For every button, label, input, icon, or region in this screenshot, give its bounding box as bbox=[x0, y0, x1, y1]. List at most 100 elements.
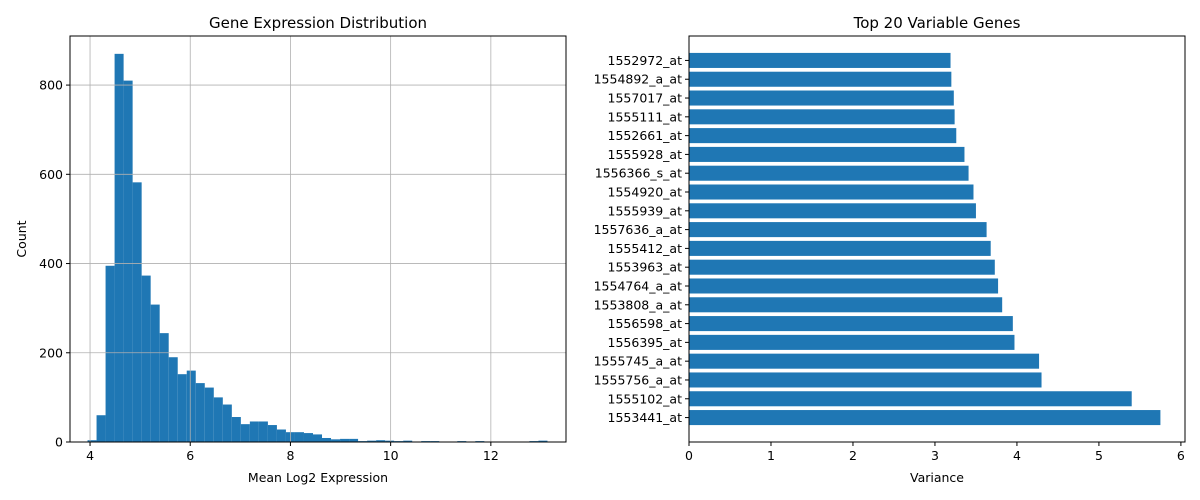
variance-bar bbox=[689, 391, 1132, 407]
variance-x-axis-label: Variance bbox=[910, 470, 964, 485]
histogram-y-axis-label: Count bbox=[14, 220, 29, 257]
gene-label: 1552972_at bbox=[608, 53, 683, 68]
histogram-bar bbox=[367, 440, 377, 442]
histogram-bar bbox=[132, 182, 142, 443]
histogram-bar bbox=[87, 440, 97, 442]
histogram-bar bbox=[349, 438, 359, 442]
variance-bar bbox=[689, 297, 1003, 313]
histogram-bar bbox=[267, 425, 277, 442]
variance-bar bbox=[689, 90, 954, 106]
gene-label: 1555111_at bbox=[608, 109, 683, 124]
histogram-bar bbox=[123, 80, 133, 442]
histogram-bar bbox=[204, 387, 214, 442]
histogram-x-tick-label: 8 bbox=[286, 448, 294, 463]
variance-x-tick-label: 4 bbox=[1013, 448, 1021, 463]
gene-label: 1555928_at bbox=[608, 147, 683, 162]
histogram-x-axis-label: Mean Log2 Expression bbox=[248, 470, 388, 485]
histogram-bar bbox=[331, 439, 341, 442]
variance-bar bbox=[689, 203, 976, 219]
variance-bar bbox=[689, 316, 1013, 332]
gene-label: 1554764_a_at bbox=[594, 278, 682, 293]
variance-bar bbox=[689, 222, 987, 238]
variance-bar-panel: 1552972_at 1554892_a_at 1557017_at 1555111_… bbox=[594, 14, 1186, 485]
histogram-bar bbox=[222, 404, 232, 442]
variance-bar bbox=[689, 109, 955, 125]
gene-label: 1555102_at bbox=[608, 391, 683, 406]
gene-label: 1556598_at bbox=[608, 316, 683, 331]
variance-bar bbox=[689, 240, 991, 256]
histogram-bar bbox=[322, 437, 332, 442]
histogram-x-tick-label: 12 bbox=[483, 448, 499, 463]
histogram-bar bbox=[114, 53, 124, 442]
histogram-x-tick-label: 6 bbox=[186, 448, 194, 463]
variance-bar bbox=[689, 128, 957, 144]
histogram-bar bbox=[213, 397, 223, 442]
variance-bar bbox=[689, 184, 974, 200]
gene-label: 1552661_at bbox=[608, 128, 683, 143]
gene-label: 1555756_a_at bbox=[594, 372, 682, 387]
variance-bar bbox=[689, 52, 951, 68]
gene-label: 1556395_at bbox=[608, 335, 683, 350]
histogram-bar bbox=[105, 265, 115, 442]
gene-label: 1557017_at bbox=[608, 91, 683, 106]
variance-bar bbox=[689, 259, 995, 275]
variance-title: Top 20 Variable Genes bbox=[853, 14, 1021, 32]
histogram-x-tick-label: 4 bbox=[86, 448, 94, 463]
variance-bar bbox=[689, 410, 1161, 426]
histogram-bar bbox=[312, 434, 323, 442]
gene-label: 1553441_at bbox=[608, 410, 683, 425]
histogram-title: Gene Expression Distribution bbox=[209, 14, 427, 32]
histogram-y-tick-label: 200 bbox=[39, 345, 63, 360]
variance-x-tick-label: 3 bbox=[931, 448, 939, 463]
histogram-y-tick-label: 800 bbox=[39, 78, 63, 93]
histogram-bar bbox=[231, 417, 241, 442]
histogram-panel: 4 6 8 10 12 0 200 400 600 800 Gene Expression Dist… bbox=[14, 14, 567, 485]
histogram-bar bbox=[195, 383, 205, 442]
variance-bar bbox=[689, 165, 969, 181]
variance-bar bbox=[689, 71, 952, 87]
histogram-y-tick-label: 600 bbox=[39, 167, 63, 182]
variance-x-tick-label: 6 bbox=[1177, 448, 1185, 463]
gene-label: 1556366_s_at bbox=[595, 166, 682, 181]
variance-x-tick-label: 5 bbox=[1095, 448, 1103, 463]
histogram-bar bbox=[159, 333, 169, 442]
histogram-bar bbox=[403, 440, 413, 442]
variance-x-tick-label: 1 bbox=[767, 448, 775, 463]
histogram-bar bbox=[294, 432, 304, 442]
histogram-bar bbox=[141, 275, 151, 442]
variance-frame bbox=[688, 35, 1186, 443]
histogram-y-tick-label: 400 bbox=[39, 256, 63, 271]
variance-bar bbox=[689, 353, 1040, 369]
variance-bar bbox=[689, 334, 1015, 350]
histogram-bar bbox=[340, 438, 350, 442]
gene-label: 1557636_a_at bbox=[594, 222, 682, 237]
variance-x-tick-label: 2 bbox=[849, 448, 857, 463]
histogram-bar bbox=[376, 440, 386, 442]
histogram-bar bbox=[258, 421, 268, 442]
gene-label: 1555745_a_at bbox=[594, 354, 682, 369]
histogram-frame bbox=[69, 35, 567, 443]
histogram-x-tick-label: 10 bbox=[383, 448, 399, 463]
histogram-y-tick-label: 0 bbox=[55, 435, 63, 450]
histogram-bar bbox=[240, 424, 250, 442]
histogram-bar bbox=[96, 415, 106, 442]
histogram-bar bbox=[303, 433, 313, 442]
variance-x-tick-label: 0 bbox=[685, 448, 693, 463]
gene-label: 1555939_at bbox=[608, 203, 683, 218]
histogram-bar bbox=[249, 421, 259, 442]
histogram-bar bbox=[276, 429, 286, 442]
histogram-bar bbox=[385, 440, 395, 442]
gene-label: 1554920_at bbox=[608, 185, 683, 200]
histogram-bar bbox=[168, 357, 178, 442]
histogram-bar bbox=[150, 304, 160, 442]
histogram-bar bbox=[538, 440, 548, 442]
variance-bar bbox=[689, 372, 1042, 388]
histogram-bar bbox=[177, 374, 187, 442]
gene-label: 1555412_at bbox=[608, 241, 683, 256]
gene-label: 1553963_at bbox=[608, 260, 683, 275]
variance-bar bbox=[689, 146, 965, 162]
gene-label: 1554892_a_at bbox=[594, 72, 682, 87]
gene-label: 1553808_a_at bbox=[594, 297, 682, 312]
histogram-bar bbox=[186, 370, 196, 442]
